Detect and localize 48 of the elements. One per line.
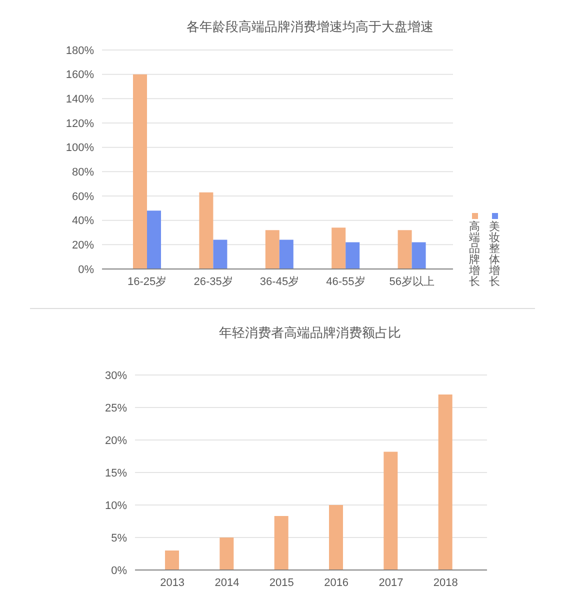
bar	[165, 550, 179, 570]
y-tick-label: 25%	[104, 402, 128, 414]
y-tick-label: 120%	[66, 118, 94, 130]
x-tick-label: 2018	[433, 576, 458, 589]
y-tick-label: 15%	[104, 467, 128, 480]
y-tick-label: 10%	[104, 500, 128, 512]
x-tick-label: 2016	[324, 576, 349, 589]
x-tick-label: 36-45岁	[260, 276, 300, 288]
x-tick-label: 2015	[269, 576, 294, 589]
x-tick-label: 56岁以上	[389, 274, 435, 288]
x-tick-label: 46-55岁	[326, 276, 366, 288]
x-tick-label: 2013	[160, 576, 185, 589]
y-tick-label: 0%	[111, 564, 128, 577]
bar	[332, 228, 346, 269]
chart-title: 各年龄段高端品牌消费增速均高于大盘增速	[186, 19, 434, 34]
bar	[279, 240, 294, 269]
bar	[147, 210, 161, 269]
y-tick-label: 180%	[66, 44, 94, 57]
bar	[398, 230, 412, 269]
y-tick-label: 140%	[66, 94, 94, 106]
bar	[274, 516, 288, 570]
y-tick-label: 160%	[66, 69, 94, 82]
y-tick-label: 0%	[78, 264, 94, 276]
legend-label: 高端品牌增长	[469, 221, 480, 288]
bar	[329, 505, 343, 570]
bar	[199, 192, 214, 269]
y-tick-label: 20%	[104, 434, 128, 447]
chart-title: 年轻消费者高端品牌消费额占比	[219, 325, 401, 340]
x-tick-label: 26-35岁	[194, 276, 233, 288]
bar	[133, 74, 147, 269]
y-tick-label: 5%	[111, 532, 128, 544]
bar	[384, 452, 398, 570]
bar	[265, 230, 280, 269]
x-tick-label: 2014	[214, 576, 240, 589]
y-tick-label: 80%	[72, 166, 94, 179]
bar	[438, 394, 452, 570]
legend-label: 美妆整体增长	[489, 221, 500, 288]
x-tick-label: 2017	[378, 576, 404, 589]
y-tick-label: 30%	[104, 370, 128, 382]
y-tick-label: 100%	[66, 142, 94, 154]
y-tick-label: 40%	[72, 215, 94, 228]
y-tick-label: 60%	[72, 190, 94, 203]
x-tick-label: 16-25岁	[128, 276, 167, 288]
bar	[220, 538, 234, 570]
bar	[346, 242, 360, 269]
y-tick-label: 20%	[72, 240, 94, 252]
bar	[412, 242, 426, 269]
bar	[213, 240, 228, 269]
